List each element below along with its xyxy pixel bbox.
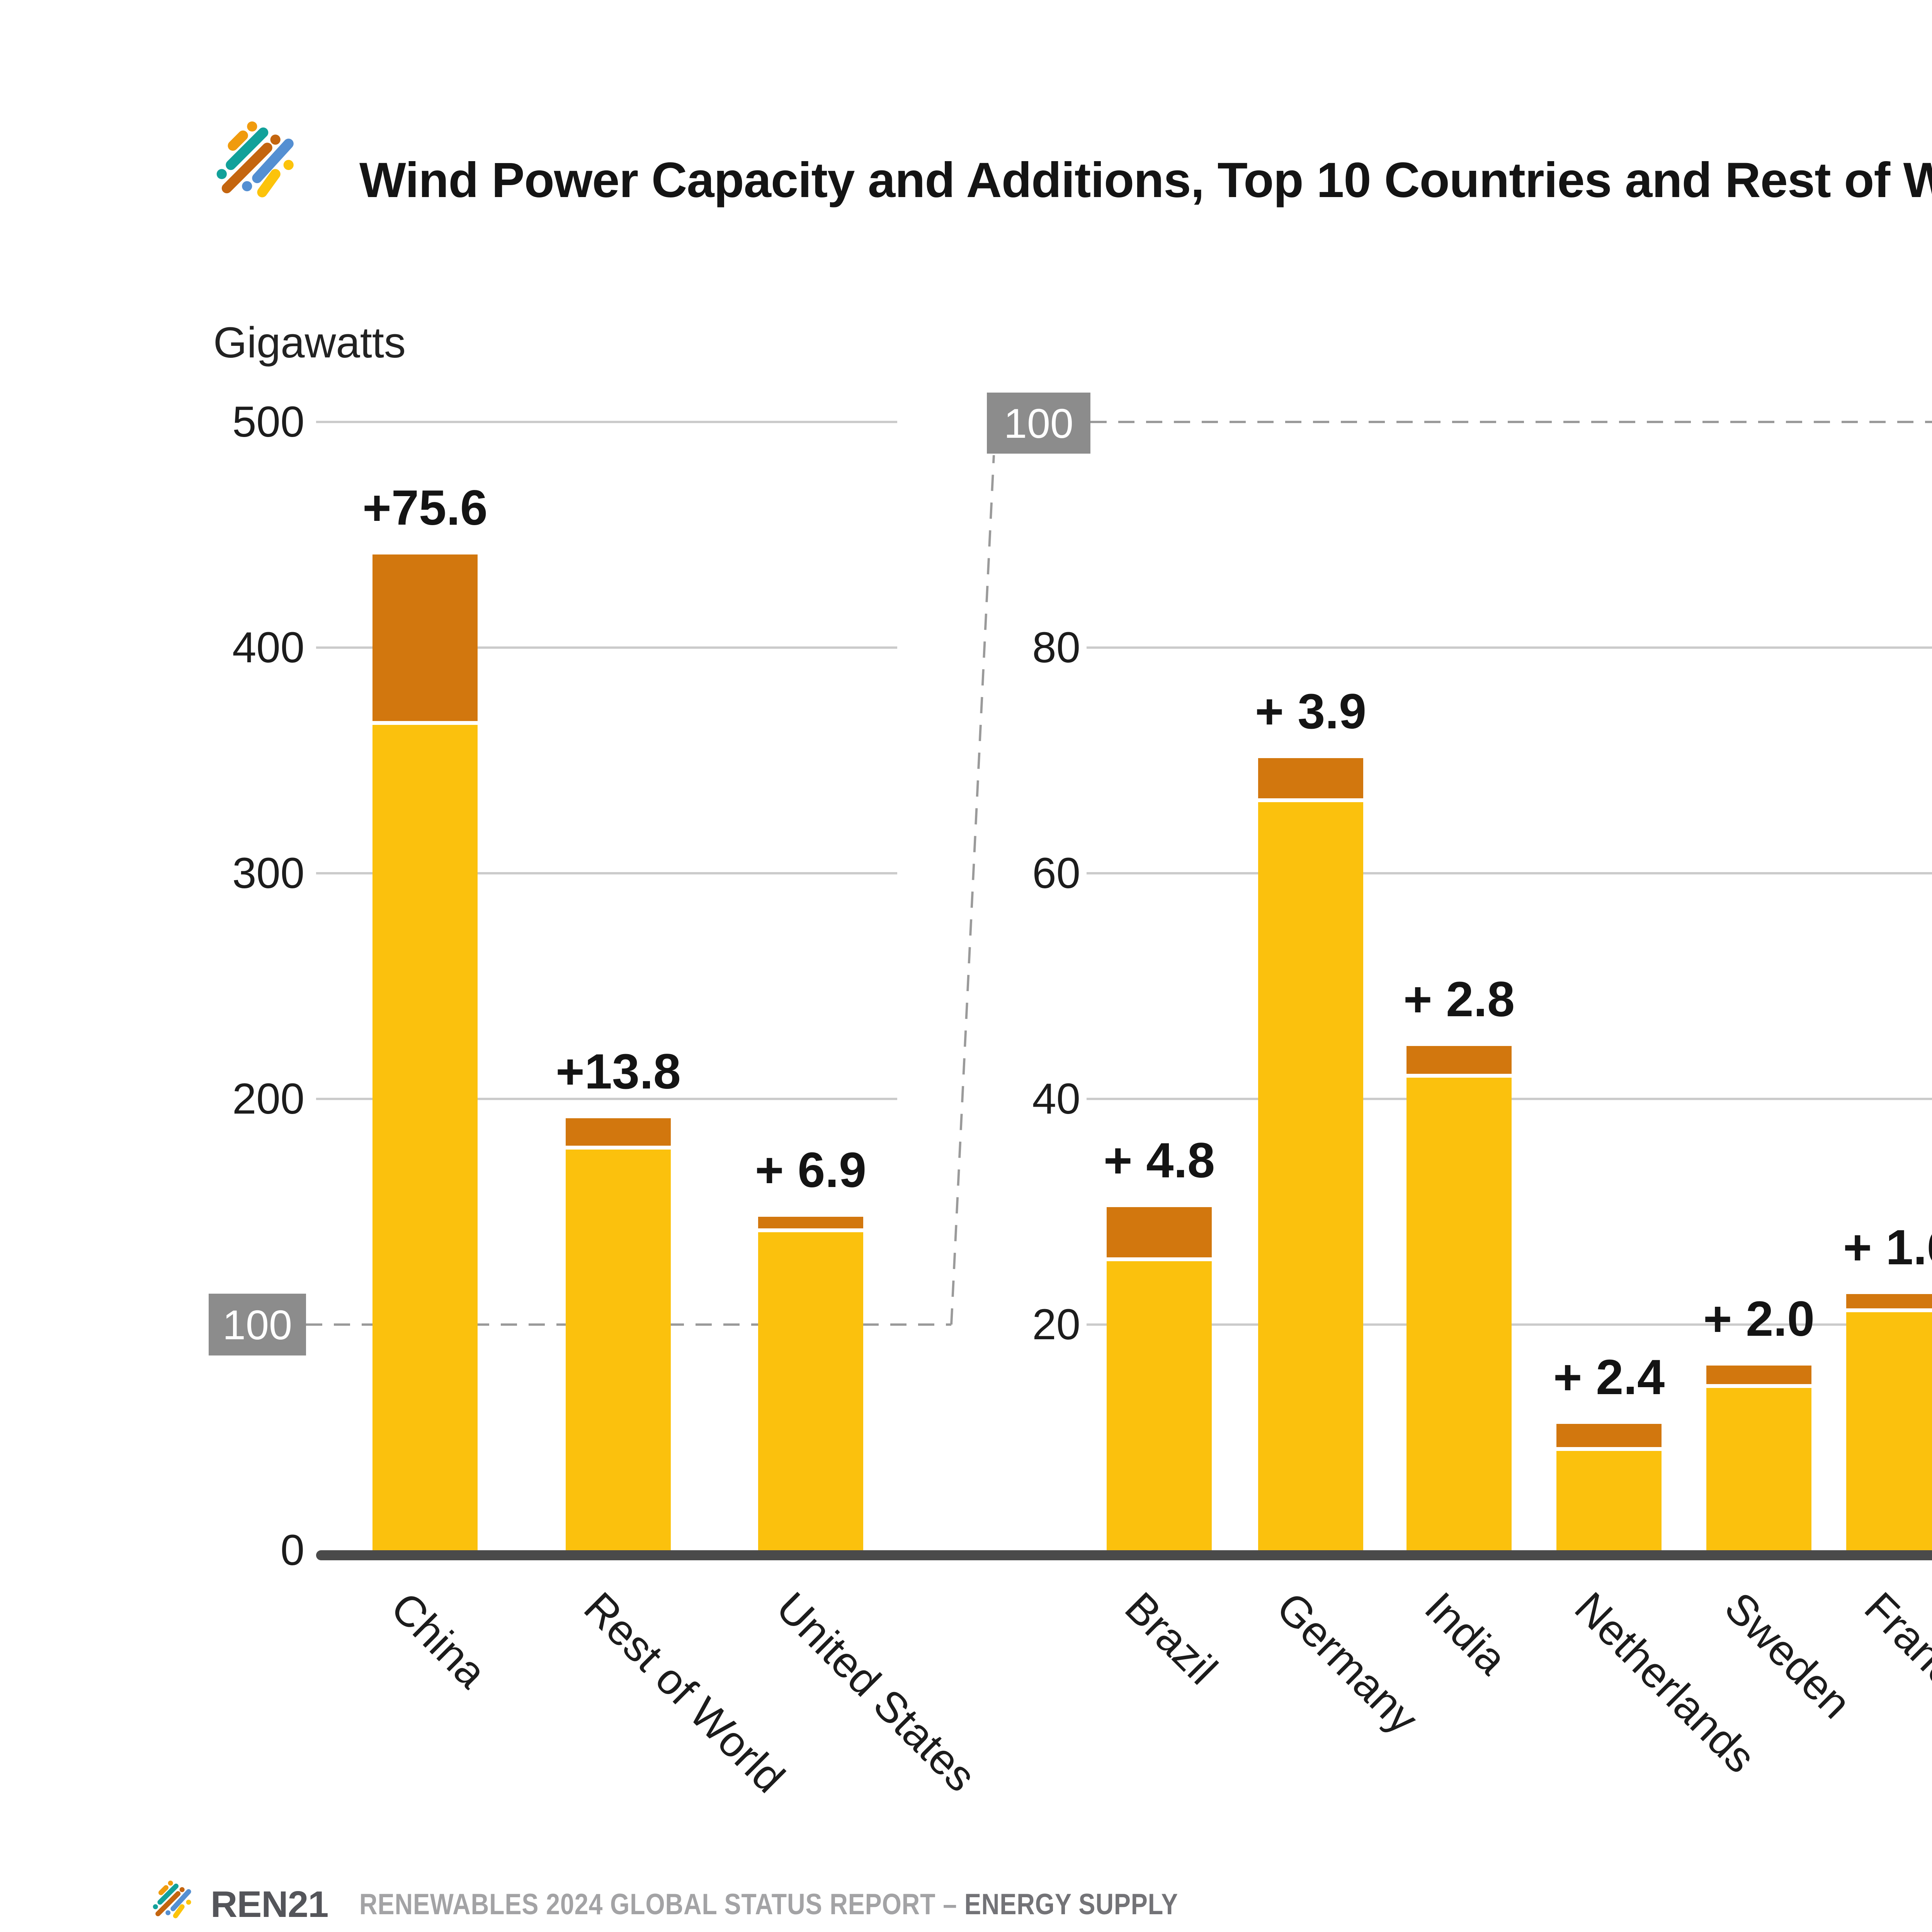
bar-france-added-segment xyxy=(1846,1294,1932,1308)
bar-brazil-total-segment xyxy=(1107,1261,1212,1550)
category-label-china: China xyxy=(382,1583,496,1697)
tick-label-40: 40 xyxy=(1032,1075,1080,1123)
y-axis-unit-label: Gigawatts xyxy=(213,318,406,367)
ren21-logo-icon xyxy=(216,121,294,197)
value-label-netherlands: + 2.4 xyxy=(1553,1350,1665,1405)
bar-france-total-segment xyxy=(1846,1312,1932,1550)
category-label-france: France xyxy=(1855,1583,1932,1713)
footer-dash: – xyxy=(943,1888,957,1921)
gridline-200 xyxy=(316,1098,897,1100)
value-label-sweden: + 2.0 xyxy=(1703,1291,1815,1347)
bar-sweden-total-segment xyxy=(1706,1388,1811,1550)
bar-india-added-segment xyxy=(1406,1046,1512,1074)
bar-germany xyxy=(1258,758,1363,1550)
bar-rest-of-world xyxy=(566,1118,671,1550)
bar-brazil-added-segment xyxy=(1107,1207,1212,1257)
gridline-500 xyxy=(316,421,897,423)
title-main: Wind Power Capacity and Additions, Top 1… xyxy=(359,153,1932,208)
category-label-united-states: United States xyxy=(767,1583,985,1801)
tick-label-80: 80 xyxy=(1032,623,1080,672)
bar-china xyxy=(372,554,478,1550)
bar-sweden-added-segment xyxy=(1706,1366,1811,1384)
bar-united-states-added-segment xyxy=(758,1217,863,1228)
gridline-80 xyxy=(1087,646,1932,649)
value-label-rest-of-world: +13.8 xyxy=(556,1044,681,1099)
footer-ren21-logo-icon xyxy=(153,1881,191,1918)
category-label-sweden: Sweden xyxy=(1716,1583,1861,1728)
footer-section: ENERGY SUPPLY xyxy=(964,1888,1179,1921)
bar-netherlands-added-segment xyxy=(1556,1424,1662,1447)
value-label-france: + 1.6 xyxy=(1843,1220,1932,1275)
category-label-rest-of-world: Rest of World xyxy=(575,1583,794,1802)
category-label-india: India xyxy=(1416,1583,1517,1684)
bar-china-added-segment xyxy=(372,554,478,721)
value-label-brazil: + 4.8 xyxy=(1103,1133,1215,1188)
bar-netherlands-total-segment xyxy=(1556,1451,1662,1550)
value-label-canada: + 1.7 xyxy=(1912,1283,1932,1345)
value-label-united-states: + 6.9 xyxy=(755,1143,867,1198)
bar-india-total-segment xyxy=(1406,1078,1512,1550)
bar-china-total-segment xyxy=(372,725,478,1550)
page-title: Wind Power Capacity and Additions, Top 1… xyxy=(359,151,1932,209)
tick-label-200: 200 xyxy=(232,1075,304,1123)
tick-label-20: 20 xyxy=(1032,1300,1080,1349)
value-label-china: +75.6 xyxy=(362,480,488,536)
value-label-india: + 2.8 xyxy=(1403,972,1515,1027)
value-label-germany: + 3.9 xyxy=(1255,684,1367,739)
tick-label-60: 60 xyxy=(1032,849,1080,897)
gridline-400 xyxy=(316,646,897,649)
bar-germany-added-segment xyxy=(1258,758,1363,798)
tick-label-500: 500 xyxy=(232,398,304,446)
highlight-tick-100-left: 100 xyxy=(209,1294,306,1355)
bar-netherlands xyxy=(1556,1424,1662,1550)
highlight-tick-100-right: 100 xyxy=(987,393,1090,454)
gridline-60 xyxy=(1087,872,1932,874)
bar-france xyxy=(1846,1294,1932,1550)
footer-report-title: RENEWABLES 2024 GLOBAL STATUS REPORT xyxy=(359,1888,936,1921)
category-label-brazil: Brazil xyxy=(1116,1583,1227,1694)
tick-label-300: 300 xyxy=(232,849,304,897)
category-label-germany: Germany xyxy=(1267,1583,1428,1743)
bar-rest-of-world-added-segment xyxy=(566,1118,671,1146)
bar-brazil xyxy=(1107,1207,1212,1550)
tick-label-0: 0 xyxy=(280,1526,304,1574)
bar-rest-of-world-total-segment xyxy=(566,1150,671,1550)
bar-sweden xyxy=(1706,1366,1811,1550)
tick-label-400: 400 xyxy=(232,623,304,672)
gridline-300 xyxy=(316,872,897,874)
bar-germany-total-segment xyxy=(1258,802,1363,1550)
bar-united-states xyxy=(758,1217,863,1550)
bar-india xyxy=(1406,1046,1512,1550)
footer-report-line: RENEWABLES 2024 GLOBAL STATUS REPORT – E… xyxy=(359,1887,1178,1922)
bar-united-states-total-segment xyxy=(758,1232,863,1550)
x-axis-baseline xyxy=(316,1550,1932,1560)
footer-brand: REN21 xyxy=(211,1884,328,1925)
